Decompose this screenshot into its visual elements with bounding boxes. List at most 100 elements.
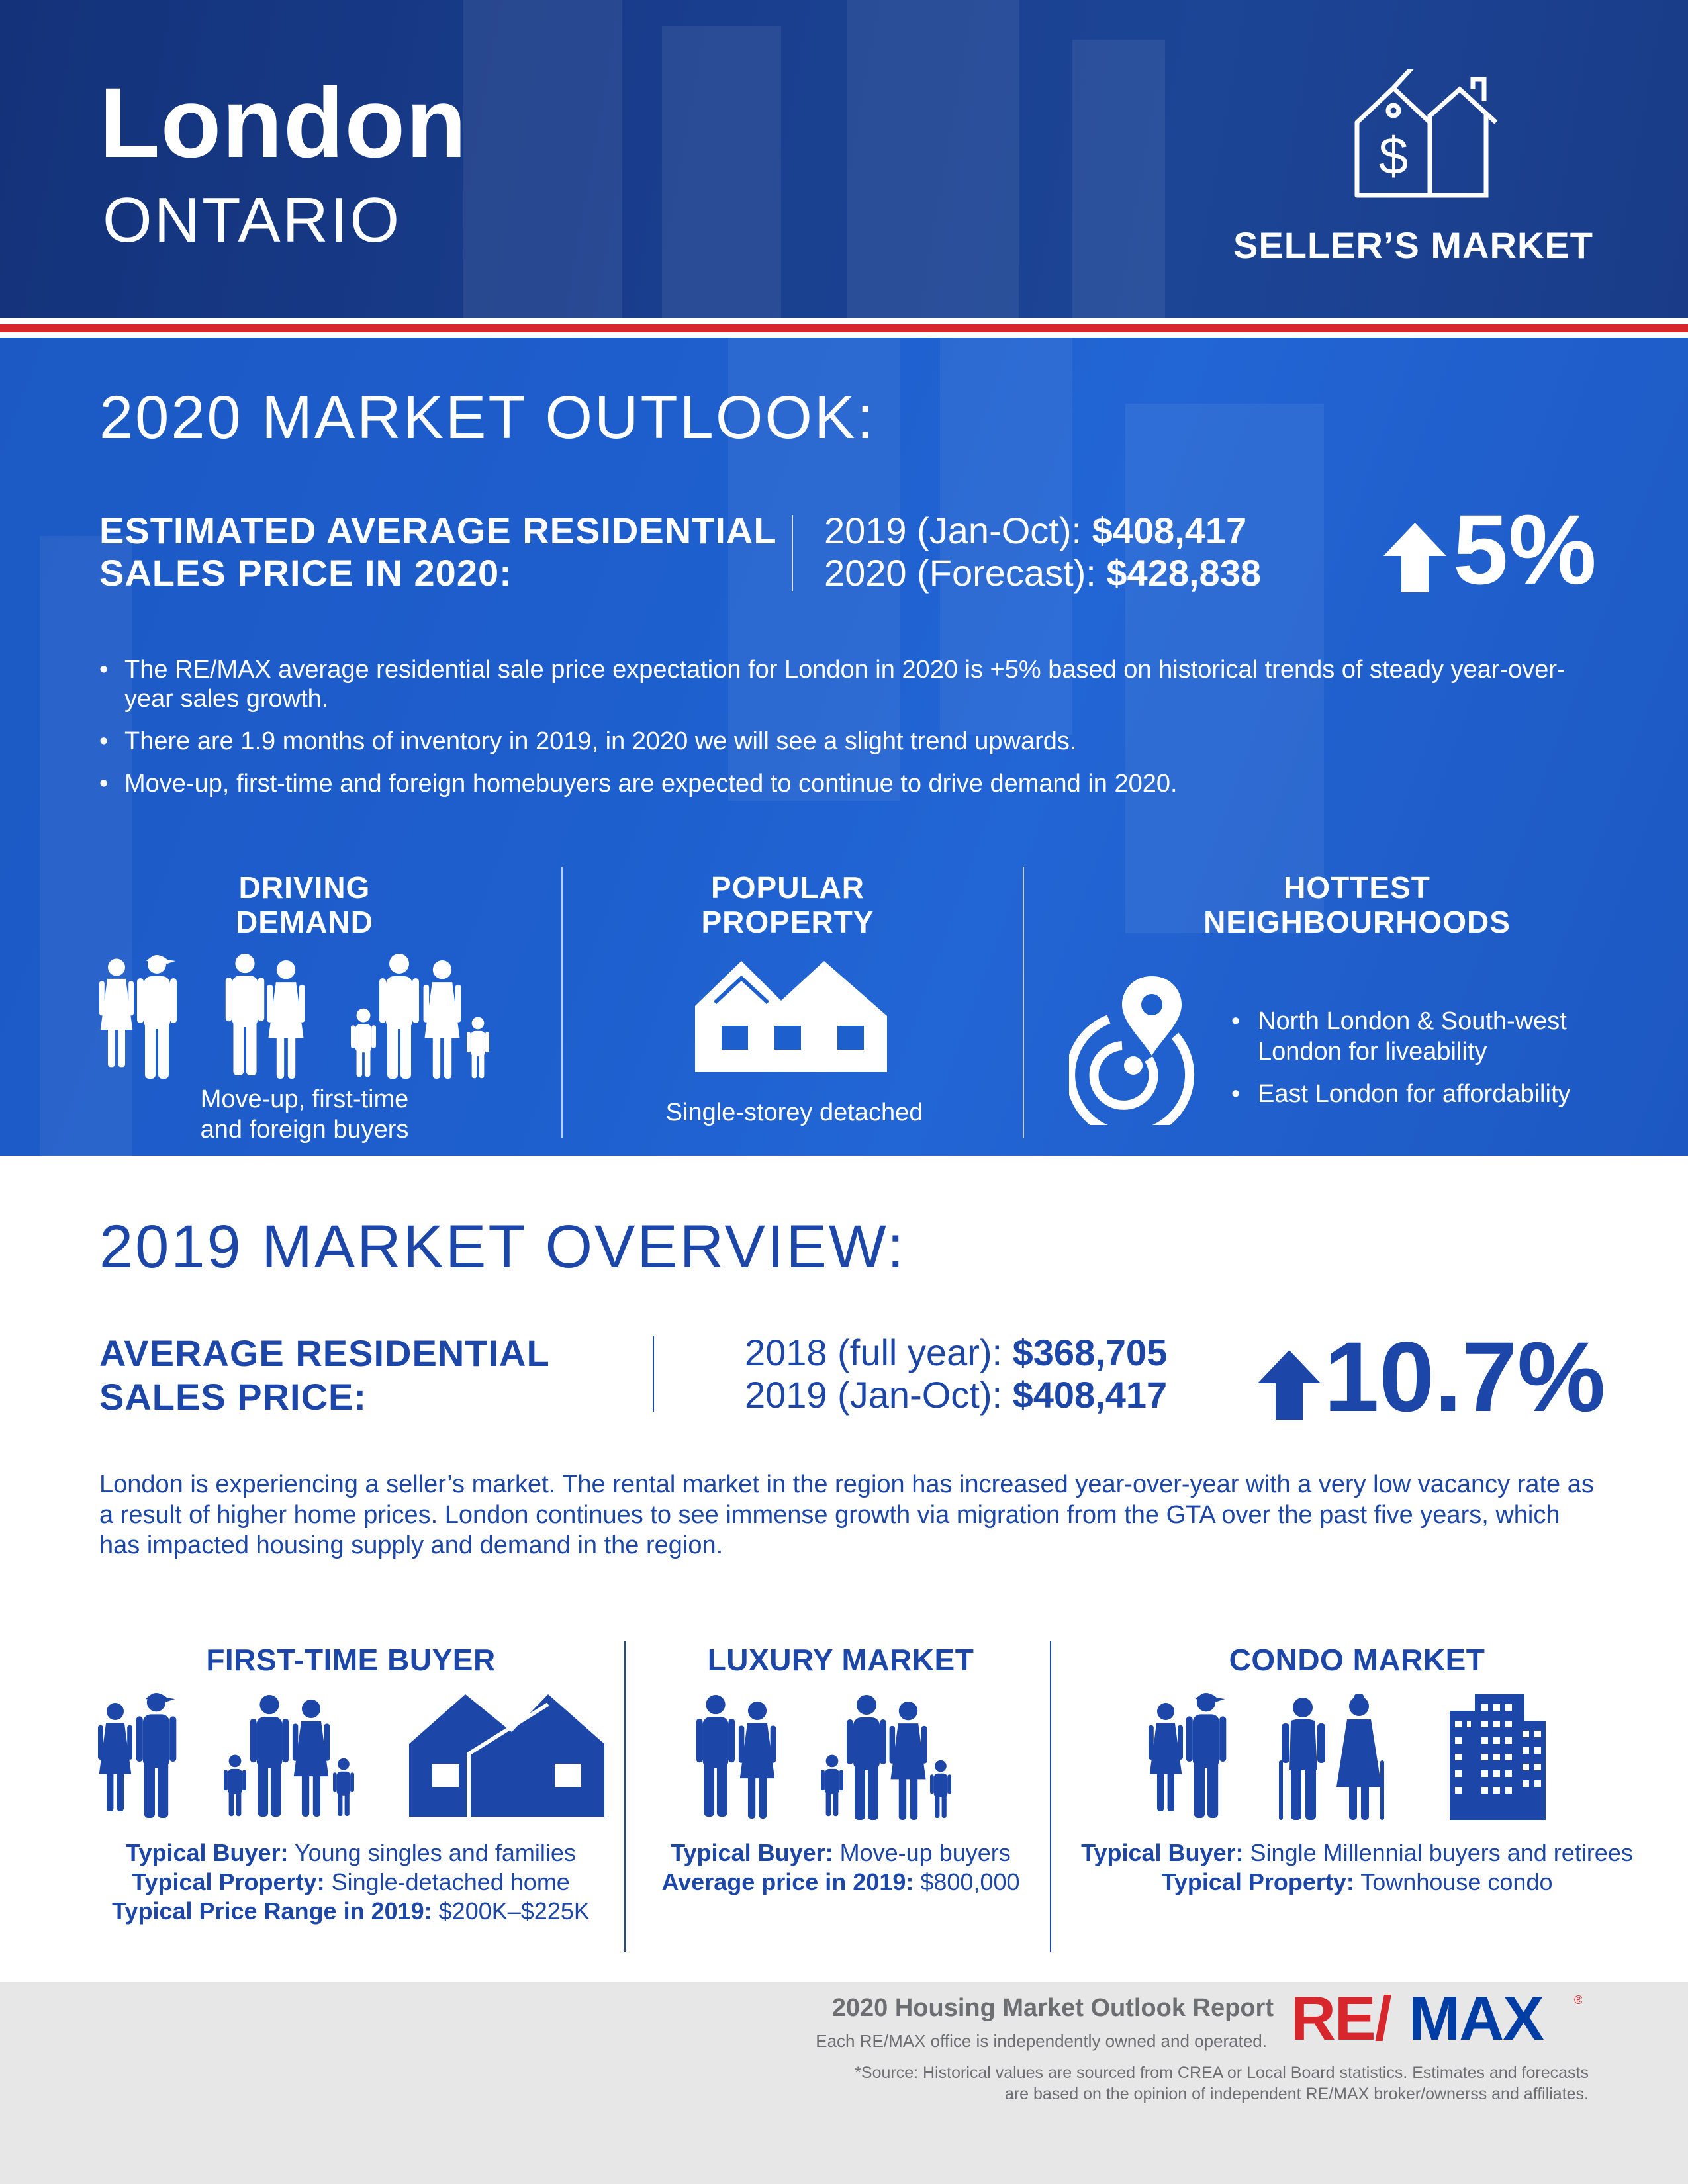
ownership-note: Each RE/MAX office is independently owne… bbox=[816, 2031, 1267, 2051]
list-item: The RE/MAX average residential sale pric… bbox=[99, 655, 1595, 713]
svg-text:®: ® bbox=[1574, 1993, 1582, 2007]
detached-house-icon bbox=[695, 961, 887, 1072]
overview-price-label: AVERAGE RESIDENTIAL SALES PRICE: bbox=[99, 1332, 629, 1419]
price-2018-label: 2018 (full year): bbox=[745, 1332, 1013, 1373]
outlook-title: 2020 MARKET OUTLOOK: bbox=[99, 384, 876, 451]
header-banner bbox=[0, 0, 1688, 318]
detail-line: Typical Buyer: Young singles and familie… bbox=[86, 1839, 616, 1868]
condo-market-details: Typical Buyer: Single Millennial buyers … bbox=[1059, 1839, 1655, 1897]
driving-demand-caption: Move-up, first-time and foreign buyers bbox=[152, 1084, 457, 1145]
overview-prices: 2018 (full year): $368,705 2019 (Jan-Oct… bbox=[745, 1332, 1167, 1416]
arrow-up-icon bbox=[1383, 523, 1446, 592]
detail-label: Average price in 2019: bbox=[661, 1868, 914, 1895]
price-2019-value: $408,417 bbox=[1092, 510, 1247, 551]
list-item: East London for affordability bbox=[1231, 1079, 1628, 1109]
price-2019-value: $408,417 bbox=[1012, 1374, 1168, 1416]
arrow-up-icon bbox=[1258, 1350, 1321, 1420]
list-item: North London & South-west London for liv… bbox=[1231, 1006, 1628, 1067]
svg-text:$: $ bbox=[1379, 126, 1409, 185]
outlook-label-line: SALES PRICE IN 2020: bbox=[99, 552, 512, 594]
outlook-bullet-list: The RE/MAX average residential sale pric… bbox=[99, 655, 1595, 811]
heading-line: HOTTEST bbox=[1284, 870, 1430, 905]
remax-logo: RE/ MAX ® bbox=[1291, 1985, 1582, 2052]
footer bbox=[0, 1982, 1688, 2184]
heading-line: DEMAND bbox=[236, 905, 373, 939]
luxury-market-details: Typical Buyer: Move-up buyers Average pr… bbox=[635, 1839, 1046, 1897]
heading-line: PROPERTY bbox=[701, 905, 874, 939]
condo-market-heading: CONDO MARKET bbox=[1229, 1643, 1485, 1677]
city-title: London bbox=[99, 67, 467, 178]
luxury-market-family-icon bbox=[696, 1694, 951, 1820]
source-note: *Source: Historical values are sourced f… bbox=[741, 2062, 1589, 2105]
vertical-divider bbox=[1050, 1641, 1051, 1952]
report-title: 2020 Housing Market Outlook Report bbox=[831, 1994, 1274, 2022]
detail-value: Young singles and families bbox=[288, 1839, 576, 1866]
outlook-price-label: ESTIMATED AVERAGE RESIDENTIAL SALES PRIC… bbox=[99, 510, 794, 594]
overview-label-line: AVERAGE RESIDENTIAL bbox=[99, 1332, 550, 1374]
detail-line: Average price in 2019: $800,000 bbox=[635, 1868, 1046, 1897]
divider-stripe bbox=[0, 332, 1688, 338]
vertical-divider bbox=[561, 867, 563, 1138]
detail-line: Typical Price Range in 2019: $200K–$225K bbox=[86, 1897, 616, 1926]
popular-property-caption: Single-storey detached bbox=[665, 1099, 923, 1126]
price-2019-label: 2019 (Jan-Oct): bbox=[824, 510, 1092, 551]
price-2019-line: 2019 (Jan-Oct): $408,417 bbox=[745, 1374, 1167, 1416]
detail-value: $200K–$225K bbox=[432, 1897, 590, 1925]
neighbourhood-list: North London & South-west London for liv… bbox=[1231, 1006, 1628, 1121]
price-2018-line: 2018 (full year): $368,705 bbox=[745, 1332, 1167, 1374]
popular-property-heading: POPULAR PROPERTY bbox=[649, 870, 927, 939]
detail-value: Single Millennial buyers and retirees bbox=[1243, 1839, 1633, 1866]
overview-label-line: SALES PRICE: bbox=[99, 1376, 367, 1418]
first-time-buyer-heading: FIRST-TIME BUYER bbox=[206, 1643, 496, 1677]
list-item: Move-up, first-time and foreign homebuye… bbox=[99, 769, 1595, 798]
detail-line: Typical Property: Townhouse condo bbox=[1059, 1868, 1655, 1897]
vertical-divider bbox=[1023, 867, 1024, 1138]
detail-value: Single-detached home bbox=[324, 1868, 570, 1895]
province-subtitle: ONTARIO bbox=[103, 185, 402, 255]
detail-line: Typical Property: Single-detached home bbox=[86, 1868, 616, 1897]
outlook-label-line: ESTIMATED AVERAGE RESIDENTIAL bbox=[99, 510, 777, 551]
outlook-change-percent: 5% bbox=[1453, 494, 1597, 605]
detail-value: $800,000 bbox=[914, 1868, 1020, 1895]
hottest-neighbourhoods-heading: HOTTEST NEIGHBOURHOODS bbox=[1125, 870, 1589, 939]
first-time-buyer-icon bbox=[98, 1693, 604, 1818]
price-2020-value: $428,838 bbox=[1106, 552, 1261, 594]
divider-stripe-red bbox=[0, 324, 1688, 332]
detail-value: Townhouse condo bbox=[1354, 1868, 1553, 1895]
source-line: *Source: Historical values are sourced f… bbox=[855, 2064, 1589, 2082]
heading-line: POPULAR bbox=[711, 870, 865, 905]
market-type-label: SELLER’S MARKET bbox=[1233, 224, 1593, 266]
house-price-tag-icon: $ bbox=[1354, 69, 1498, 198]
driving-demand-heading: DRIVING DEMAND bbox=[165, 870, 444, 939]
outlook-prices: 2019 (Jan-Oct): $408,417 2020 (Forecast)… bbox=[824, 510, 1261, 594]
detail-label: Typical Buyer: bbox=[1081, 1839, 1244, 1866]
detail-label: Typical Buyer: bbox=[671, 1839, 833, 1866]
price-2020-label: 2020 (Forecast): bbox=[824, 552, 1107, 594]
caption-line: Move-up, first-time bbox=[200, 1085, 409, 1113]
detail-value: Move-up buyers bbox=[833, 1839, 1011, 1866]
location-target-icon bbox=[1069, 976, 1195, 1125]
detail-label: Typical Buyer: bbox=[126, 1839, 289, 1866]
detail-line: Typical Buyer: Move-up buyers bbox=[635, 1839, 1046, 1868]
detail-line: Typical Buyer: Single Millennial buyers … bbox=[1059, 1839, 1655, 1868]
family-people-icon bbox=[99, 953, 489, 1079]
price-2019-label: 2019 (Jan-Oct): bbox=[745, 1374, 1013, 1416]
detail-label: Typical Property: bbox=[132, 1868, 325, 1895]
price-2020-line: 2020 (Forecast): $428,838 bbox=[824, 552, 1261, 594]
vertical-divider bbox=[653, 1336, 654, 1412]
heading-line: DRIVING bbox=[238, 870, 371, 905]
divider-stripe bbox=[0, 318, 1688, 324]
svg-text:RE/: RE/ bbox=[1291, 1985, 1392, 2052]
detail-label: Typical Property: bbox=[1161, 1868, 1354, 1895]
overview-paragraph: London is experiencing a seller’s market… bbox=[99, 1471, 1594, 1559]
source-line: are based on the opinion of independent … bbox=[1004, 2085, 1589, 2103]
first-time-buyer-details: Typical Buyer: Young singles and familie… bbox=[86, 1839, 616, 1926]
caption-line: and foreign buyers bbox=[200, 1116, 409, 1144]
vertical-divider bbox=[792, 515, 793, 591]
vertical-divider bbox=[624, 1641, 626, 1952]
heading-line: NEIGHBOURHOODS bbox=[1203, 905, 1511, 939]
list-item: There are 1.9 months of inventory in 201… bbox=[99, 727, 1595, 756]
price-2018-value: $368,705 bbox=[1012, 1332, 1168, 1373]
overview-title: 2019 MARKET OVERVIEW: bbox=[99, 1213, 906, 1281]
detail-label: Typical Price Range in 2019: bbox=[112, 1897, 432, 1925]
